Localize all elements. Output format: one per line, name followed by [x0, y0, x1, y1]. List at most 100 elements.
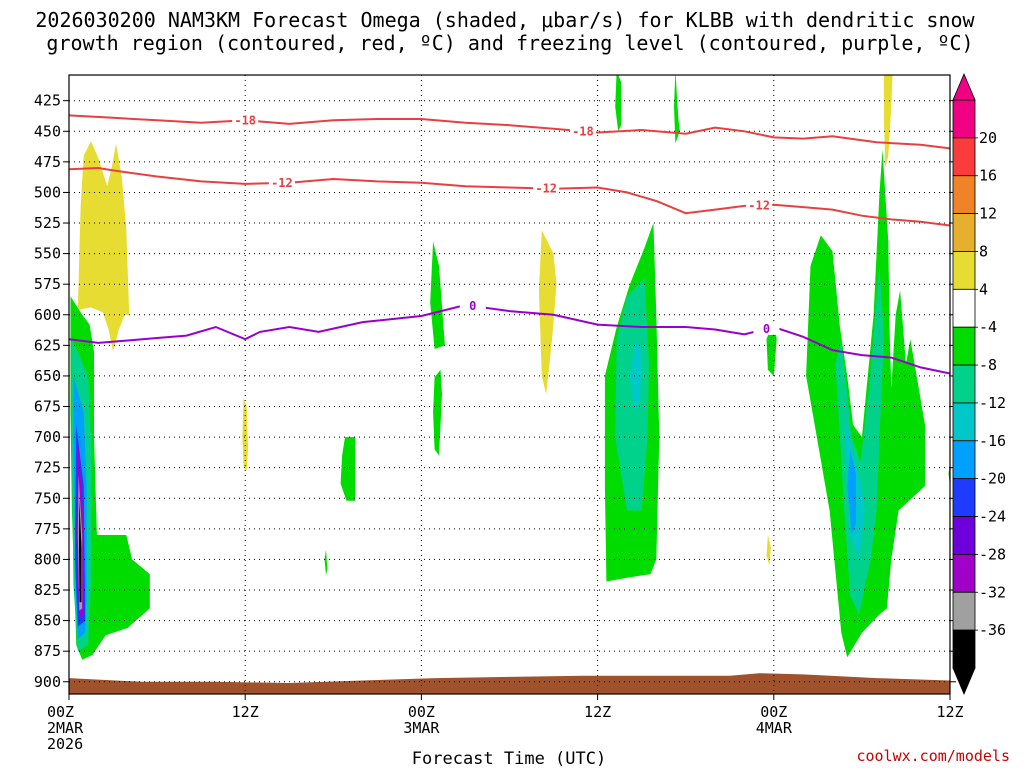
omega-region-neg4 [615, 75, 622, 132]
omega-region-neg4 [806, 149, 925, 658]
y-tick-label: 775 [34, 520, 61, 538]
x-tick-label: 00Z [760, 703, 787, 721]
x-axis-label: Forecast Time (UTC) [412, 749, 606, 768]
omega-region-neg4 [430, 241, 445, 349]
colorbar-label: 8 [979, 242, 988, 260]
y-tick-label: 425 [34, 92, 61, 110]
x-tick-label: 4MAR [756, 719, 793, 737]
terrain-fill [69, 673, 950, 694]
colorbar-bin-neg32 [952, 591, 976, 631]
omega-region-neg4 [340, 437, 356, 501]
y-tick-label: 550 [34, 245, 61, 263]
omega-region-neg8 [615, 278, 649, 511]
y-tick-label: 800 [34, 550, 61, 568]
credit-text: coolwx.com/models [856, 747, 1010, 765]
colorbar-bin-pos16 [952, 137, 976, 177]
y-axis: 425 450 475 500 525 550 575 600 625 650 675 700 725 7… [34, 92, 956, 691]
y-tick-label: 600 [34, 306, 61, 324]
grid-lines [69, 75, 950, 694]
colorbar-top-arrow [952, 72, 976, 101]
colorbar-bin-neg8 [952, 364, 976, 404]
x-tick-label: 00Z [47, 703, 74, 721]
colorbar-bin-pos4 [952, 251, 976, 290]
colorbar-label: 16 [979, 167, 997, 185]
x-tick-label: 2026 [47, 735, 83, 753]
omega-region-neg4 [324, 549, 328, 576]
contour-label-bg [459, 299, 486, 313]
contour-label--18: -18 [572, 124, 594, 138]
colorbar-bottom-arrow [952, 667, 976, 696]
y-tick-label: 850 [34, 612, 61, 630]
colorbar-bin-neg16 [952, 440, 976, 480]
omega-region-neg4 [674, 75, 680, 144]
colorbar-label: 20 [979, 129, 997, 147]
contour-label--12: -12 [271, 176, 293, 190]
x-tick-label: 2MAR [47, 719, 84, 737]
y-tick-label: 625 [34, 336, 61, 354]
chart-title-line2: growth region (contoured, red, ºC) and f… [46, 31, 973, 55]
contour-label-bg [753, 321, 780, 335]
x-tick-label: 3MAR [403, 719, 440, 737]
omega-region-pos4 [538, 230, 557, 395]
colorbar-label: -32 [979, 583, 1006, 601]
contour-line-0 [69, 303, 950, 375]
y-tick-label: 450 [34, 122, 61, 140]
y-tick-label: 875 [34, 642, 61, 660]
y-tick-label: 825 [34, 581, 61, 599]
omega-region-neg8 [835, 265, 884, 615]
chart-title-line1: 2026030200 NAM3KM Forecast Omega (shaded… [35, 8, 975, 32]
contour-label-0: 0 [763, 322, 770, 336]
contour-label-bg [268, 175, 295, 189]
contour-label-bg [569, 124, 596, 138]
colorbar-bin-zero [952, 288, 976, 328]
colorbar-bin-neg36 [952, 629, 976, 669]
contour-line--12 [69, 166, 950, 227]
y-tick-label: 750 [34, 489, 61, 507]
contour-lines: -18 -18 -12 -12 -12 0 0 [69, 113, 950, 375]
y-tick-label: 675 [34, 398, 61, 416]
omega-region-pos4 [766, 535, 771, 566]
contour-line--18 [69, 114, 950, 150]
x-tick-label: 12Z [232, 703, 259, 721]
omega-region-pos4 [883, 75, 893, 168]
omega-shading [70, 75, 950, 660]
contour-label--18: -18 [234, 113, 256, 127]
colorbar-bin-pos20 [952, 99, 976, 139]
y-tick-label: 900 [34, 673, 61, 691]
colorbar-label: -36 [979, 621, 1006, 639]
y-tick-label: 475 [34, 153, 61, 171]
contour-label-bg [533, 181, 560, 195]
x-tick-label: 12Z [936, 703, 963, 721]
y-tick-label: 700 [34, 428, 61, 446]
colorbar-label: -16 [979, 432, 1006, 450]
colorbar-label: -20 [979, 470, 1006, 488]
terrain-ground [69, 673, 950, 694]
y-tick-label: 650 [34, 367, 61, 385]
colorbar-label: -12 [979, 394, 1006, 412]
colorbar-bin-neg28 [952, 554, 976, 593]
colorbar-bin-neg4 [952, 326, 976, 366]
omega-region-neg4 [433, 369, 442, 456]
colorbar-label: 4 [979, 280, 988, 298]
colorbar-bin-pos8 [952, 213, 976, 252]
colorbar-label: -4 [979, 318, 997, 336]
colorbar-label: -28 [979, 545, 1006, 563]
omega-region-neg16 [847, 449, 856, 535]
colorbar-label: 12 [979, 205, 997, 223]
y-tick-label: 575 [34, 275, 61, 293]
x-tick-label: 00Z [408, 703, 435, 721]
omega-region-neg36 [79, 498, 82, 603]
contour-label-bg [232, 113, 259, 127]
omega-region-pos4 [77, 141, 130, 352]
omega-region-pos4 [242, 398, 249, 471]
colorbar-bin-neg12 [952, 402, 976, 442]
colorbar-bin-neg20 [952, 478, 976, 517]
colorbar-bin-pos12 [952, 175, 976, 215]
contour-label-0: 0 [469, 299, 476, 313]
colorbar-label: -8 [979, 356, 997, 374]
omega-region-neg12 [629, 339, 642, 413]
contour-label-bg [746, 198, 773, 212]
x-tick-label: 12Z [584, 703, 611, 721]
